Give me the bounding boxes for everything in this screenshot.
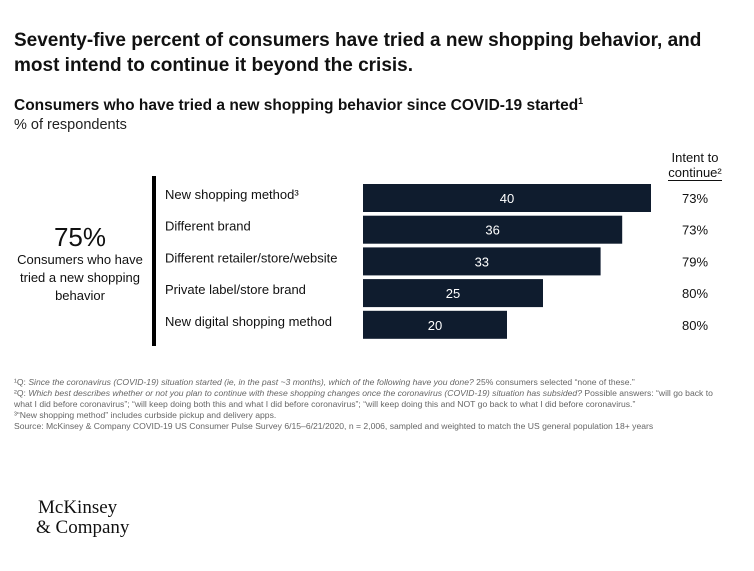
chart-subtitle: Consumers who have tried a new shopping …	[14, 96, 583, 115]
category-label-4: Private label/store brand	[165, 282, 306, 297]
footnote-2-marker: ²Q:	[14, 388, 29, 398]
intent-value-3: 79%	[682, 254, 708, 269]
bar-5	[363, 310, 507, 339]
callout-text: Consumers who have tried a new shopping …	[17, 252, 143, 303]
bar-1	[363, 184, 651, 212]
subtitle-footnote-marker: 1	[578, 96, 584, 106]
footnote-3-rest: “New shopping method” includes curbside …	[16, 410, 277, 420]
intent-value-4: 80%	[682, 286, 708, 301]
chart-subtitle-text: Consumers who have tried a new shopping …	[14, 97, 579, 115]
footnote-3: ³“New shopping method” includes curbside…	[14, 410, 730, 421]
bar-value-label-3: 33	[475, 254, 489, 269]
footnote-1-question: Since the coronavirus (COVID-19) situati…	[28, 377, 474, 387]
category-label-3: Different retailer/store/website	[165, 250, 337, 265]
mckinsey-logo: McKinsey & Company	[36, 497, 130, 538]
footnote-2-question: Which best describes whether or not you …	[28, 388, 582, 398]
footnote-3-marker: ³	[14, 410, 17, 420]
intent-value-1: 73%	[682, 191, 708, 206]
bar-value-label-2: 36	[485, 223, 499, 238]
footnotes: ¹Q: Since the coronavirus (COVID-19) sit…	[14, 377, 730, 432]
logo-line1: McKinsey	[38, 497, 118, 518]
category-label-1: New shopping method³	[165, 187, 299, 202]
intent-value-2: 73%	[682, 223, 708, 238]
intent-header-line1: Intent to	[671, 150, 719, 165]
unit-label: % of respondents	[14, 117, 127, 133]
intent-header-line2: continue²	[668, 165, 722, 181]
bar-4	[363, 279, 543, 308]
bar-3	[363, 247, 601, 276]
footnote-1: ¹Q: Since the coronavirus (COVID-19) sit…	[14, 377, 730, 388]
footnote-2-rest: Possible answers: “will go back to what …	[14, 388, 713, 409]
headline: Seventy-five percent of consumers have t…	[14, 30, 702, 76]
callout-divider	[152, 176, 156, 346]
footnote-2: ²Q: Which best describes whether or not …	[14, 388, 730, 410]
bar-2	[363, 215, 623, 244]
intent-column-header: Intent to continue²	[648, 150, 742, 181]
logo-line2: & Company	[36, 517, 130, 538]
category-label-5: New digital shopping method	[165, 314, 332, 329]
bar-value-label-1: 40	[500, 191, 514, 206]
bar-value-label-4: 25	[446, 286, 460, 301]
footnote-1-marker: ¹Q:	[14, 377, 29, 387]
category-label-2: Different brand	[165, 219, 251, 234]
footnote-source: Source: McKinsey & Company COVID-19 US C…	[14, 421, 730, 432]
footnote-source-text: Source: McKinsey & Company COVID-19 US C…	[14, 421, 654, 431]
callout-value: 75%	[53, 222, 107, 252]
bar-value-label-5: 20	[428, 318, 442, 333]
intent-value-5: 80%	[682, 318, 708, 333]
footnote-1-rest: 25% consumers selected “none of these.”	[473, 377, 635, 387]
